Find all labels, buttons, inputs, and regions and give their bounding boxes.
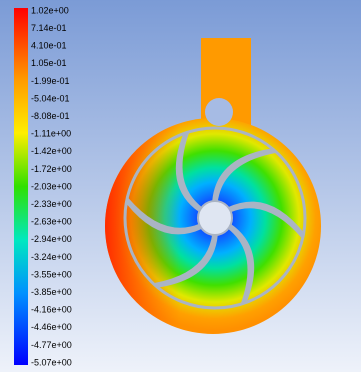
- colorbar-label: -1.11e+00: [31, 129, 71, 139]
- colorbar-label: 1.02e+00: [31, 5, 69, 15]
- colorbar-label: -1.72e+00: [31, 164, 72, 174]
- colorbar-label: 7.14e-01: [31, 23, 67, 33]
- tongue: [205, 98, 233, 126]
- pump: [105, 38, 321, 334]
- colorbar-label: -5.04e-01: [31, 93, 70, 103]
- colorbar-label: -2.63e+00: [31, 217, 72, 227]
- colorbar-label: -4.46e+00: [31, 322, 72, 332]
- colorbar-label: -4.77e+00: [31, 340, 72, 350]
- blade: [228, 201, 305, 238]
- colorbar: [14, 8, 28, 365]
- blade: [154, 233, 218, 288]
- colorbar-label: -2.33e+00: [31, 199, 72, 209]
- blade: [175, 132, 203, 212]
- colorbar-label: 1.05e-01: [31, 58, 67, 68]
- colorbar-label: -3.55e+00: [31, 269, 72, 279]
- blade: [125, 198, 202, 235]
- colorbar-labels: 1.02e+00 7.14e-01 4.10e-01 1.05e-01 -1.99e-0…: [31, 5, 72, 367]
- colorbar-label: -4.16e+00: [31, 305, 72, 315]
- blade: [227, 224, 255, 304]
- blades: [125, 132, 305, 304]
- colorbar-label: -2.03e+00: [31, 181, 72, 191]
- colorbar-label: -1.99e-01: [31, 76, 70, 86]
- colorbar-label: -3.24e+00: [31, 252, 72, 262]
- colorbar-label: -2.94e+00: [31, 234, 72, 244]
- colorbar-label: -8.08e-01: [31, 111, 70, 121]
- impeller-rim: [123, 126, 307, 310]
- blade: [212, 148, 276, 203]
- colorbar-label: -3.85e+00: [31, 287, 72, 297]
- colorbar-label: 4.10e-01: [31, 41, 67, 51]
- colorbar-label: -5.07e+00: [31, 357, 72, 367]
- colorbar-label: -1.42e+00: [31, 146, 72, 156]
- hub: [197, 200, 233, 236]
